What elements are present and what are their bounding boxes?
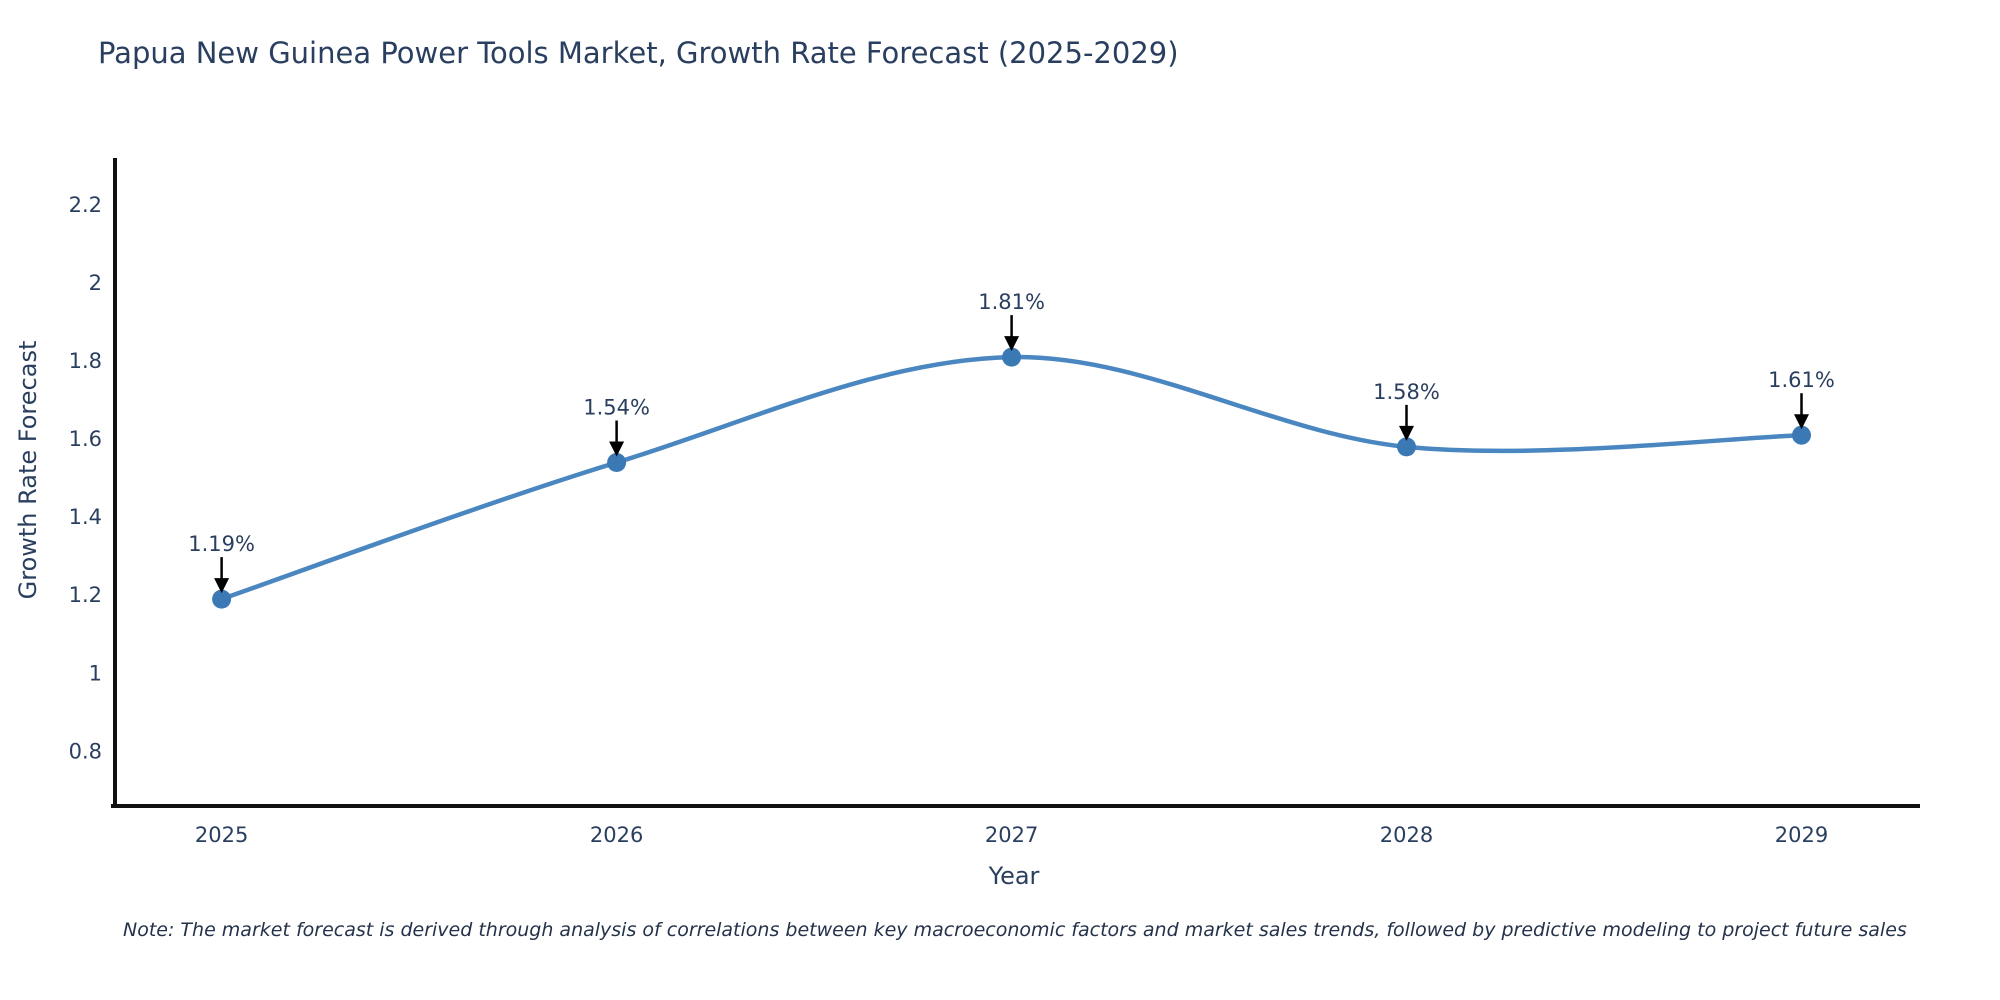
data-point-label: 1.54% xyxy=(583,396,650,420)
x-axis-title: Year xyxy=(988,862,1040,890)
footnote: Note: The market forecast is derived thr… xyxy=(123,919,1907,941)
y-tick-label: 2.2 xyxy=(69,193,102,217)
x-tick-label: 2027 xyxy=(985,823,1038,847)
annotation-arrowhead xyxy=(1794,414,1809,430)
y-tick-label: 1.2 xyxy=(69,583,102,607)
x-tick-label: 2026 xyxy=(590,823,643,847)
data-point-label: 1.81% xyxy=(978,290,1045,314)
data-point-label: 1.19% xyxy=(188,532,255,556)
x-tick-label: 2029 xyxy=(1775,823,1828,847)
chart-title: Papua New Guinea Power Tools Market, Gro… xyxy=(98,36,1179,70)
data-point-marker xyxy=(1792,425,1811,445)
trend-line xyxy=(219,354,1804,602)
data-point-label: 1.61% xyxy=(1768,368,1835,392)
data-point-label: 1.58% xyxy=(1373,380,1440,404)
annotation-arrowhead xyxy=(214,578,230,594)
y-tick-label: 1.8 xyxy=(69,349,102,373)
data-point-marker xyxy=(607,453,627,472)
data-point-marker xyxy=(1002,347,1022,367)
x-tick-label: 2025 xyxy=(195,823,248,847)
x-tick-label: 2028 xyxy=(1380,823,1433,847)
data-point-marker xyxy=(212,589,232,609)
y-tick-label: 1.6 xyxy=(69,427,102,451)
y-tick-label: 1 xyxy=(89,661,102,685)
annotation-arrowhead xyxy=(609,441,625,457)
y-tick-label: 2 xyxy=(89,271,102,295)
annotation-arrowhead xyxy=(1004,336,1020,352)
y-tick-label: 0.8 xyxy=(69,739,102,763)
data-point-marker xyxy=(1397,437,1416,457)
y-tick-label: 1.4 xyxy=(69,505,102,529)
y-axis-title: Growth Rate Forecast xyxy=(14,340,42,600)
annotation-arrowhead xyxy=(1399,425,1414,441)
